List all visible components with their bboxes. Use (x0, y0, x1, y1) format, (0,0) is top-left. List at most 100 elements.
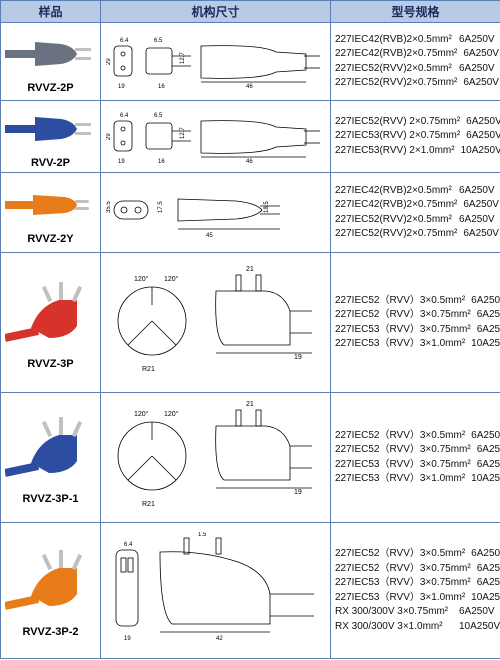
plug-photo-icon (5, 276, 97, 354)
spec-line: 227IEC42(RVB)2×0.5mm²6A250V (335, 184, 496, 199)
spec-rating: 6A250V (457, 77, 499, 88)
spec-rating: 6A250V (460, 116, 500, 127)
spec-rating: 10A250V (465, 592, 500, 603)
spec-line: 227IEC52(RVV) 2×0.75mm²6A250V (335, 115, 496, 130)
spec-line: 227IEC52(RVV)2×0.5mm²6A250V (335, 213, 496, 228)
spec-cell: 227IEC52（RVV）3×0.5mm²6A250V227IEC52（RVV）… (331, 393, 500, 523)
svg-text:45: 45 (206, 233, 213, 239)
svg-text:1.5: 1.5 (198, 532, 207, 538)
spec-line: 227IEC52（RVV）3×0.75mm²6A250V (335, 443, 496, 458)
spec-cell: 227IEC52（RVV）3×0.5mm²6A250V227IEC52（RVV）… (331, 253, 500, 393)
spec-text: 227IEC52（RVV）3×0.75mm² (335, 562, 471, 577)
spec-text: 227IEC42(RVB)2×0.75mm² (335, 198, 457, 213)
svg-text:46: 46 (246, 159, 253, 165)
plug-photo-icon (5, 181, 97, 229)
spec-line: 227IEC53（RVV）3×1.0mm²10A250V (335, 591, 496, 606)
spec-text: 227IEC52（RVV）3×0.5mm² (335, 547, 465, 562)
sample-cell: RVVZ-2P (1, 23, 101, 101)
svg-text:16: 16 (158, 84, 165, 90)
svg-text:120°: 120° (134, 410, 149, 418)
spec-text: 227IEC53（RVV）3×0.75mm² (335, 323, 471, 338)
spec-line: RX 300/300V 3×0.75mm²6A250V (335, 605, 496, 620)
svg-text:6.5: 6.5 (154, 113, 163, 119)
sample-cell: RVVZ-3P-2 (1, 523, 101, 659)
sample-label: RVV-2P (5, 157, 96, 169)
spec-text: 227IEC52(RVV) 2×0.75mm² (335, 115, 460, 130)
spec-line: 227IEC52（RVV）3×0.5mm²6A250V (335, 547, 496, 562)
spec-cell: 227IEC52（RVV）3×0.5mm²6A250V227IEC52（RVV）… (331, 523, 500, 659)
table-row: RVVZ-2P 29 6.4 19 6.5 16 12.7 46 227IEC4… (1, 23, 500, 101)
dimension-cell: 120° 120° R21 21 19 (101, 393, 331, 523)
spec-text: 227IEC52(RVV)2×0.5mm² (335, 62, 453, 77)
spec-rating: 6A250V (471, 563, 500, 574)
spec-cell: 227IEC42(RVB)2×0.5mm²6A250V227IEC42(RVB)… (331, 23, 500, 101)
svg-text:17.5: 17.5 (158, 200, 164, 212)
spec-table: 样品 机构尺寸 型号规格 RVVZ-2P 29 6.4 19 6.5 16 12… (0, 0, 500, 659)
sample-cell: RVV-2P (1, 101, 101, 173)
svg-text:6.4: 6.4 (120, 38, 129, 44)
svg-text:120°: 120° (164, 410, 179, 418)
spec-line: 227IEC53(RVV) 2×0.75mm²6A250V (335, 129, 496, 144)
table-row: RVVZ-2Y 35.5 17.5 18.5 45 227IEC42(RVB)2… (1, 173, 500, 253)
spec-rating: 6A250V (465, 430, 500, 441)
spec-line: 227IEC52（RVV）3×0.5mm²6A250V (335, 294, 496, 309)
spec-line: 227IEC53(RVV) 2×1.0mm²10A250V (335, 144, 496, 159)
sample-cell: RVVZ-3P (1, 253, 101, 393)
sample-label: RVVZ-3P-2 (5, 626, 96, 638)
header-sample: 样品 (1, 1, 101, 23)
spec-rating: 6A250V (457, 199, 499, 210)
spec-text: RX 300/300V 3×1.0mm² (335, 620, 453, 635)
dimension-drawing-icon: 29 6.4 19 6.5 16 12.7 46 (106, 30, 326, 94)
spec-line: 227IEC42(RVB)2×0.75mm²6A250V (335, 47, 496, 62)
spec-line: 227IEC53（RVV）3×0.75mm²6A250V (335, 576, 496, 591)
spec-text: RX 300/300V 3×0.75mm² (335, 605, 453, 620)
spec-text: 227IEC52（RVV）3×0.5mm² (335, 429, 465, 444)
spec-line: 227IEC52（RVV）3×0.5mm²6A250V (335, 429, 496, 444)
svg-text:18.5: 18.5 (264, 200, 270, 212)
sample-label: RVVZ-2P (5, 82, 96, 94)
svg-text:19: 19 (118, 84, 125, 90)
spec-line: 227IEC52(RVV)2×0.75mm²6A250V (335, 227, 496, 242)
spec-rating: 6A250V (471, 444, 500, 455)
sample-cell: RVVZ-2Y (1, 173, 101, 253)
spec-rating: 6A250V (453, 63, 495, 74)
spec-text: 227IEC42(RVB)2×0.75mm² (335, 47, 457, 62)
sample-cell: RVVZ-3P-1 (1, 393, 101, 523)
svg-text:19: 19 (118, 159, 125, 165)
dimension-drawing-icon: 29 6.4 19 6.5 16 12.7 46 (106, 105, 326, 169)
spec-line: 227IEC42(RVB)2×0.5mm²6A250V (335, 33, 496, 48)
table-header-row: 样品 机构尺寸 型号规格 (1, 1, 500, 23)
svg-text:6.4: 6.4 (124, 542, 133, 548)
header-spec: 型号规格 (331, 1, 500, 23)
spec-line: 227IEC42(RVB)2×0.75mm²6A250V (335, 198, 496, 213)
svg-text:6.4: 6.4 (120, 113, 129, 119)
spec-text: 227IEC42(RVB)2×0.5mm² (335, 184, 453, 199)
dimension-cell: 29 6.4 19 6.5 16 12.7 46 (101, 101, 331, 173)
dimension-cell: 35.5 17.5 18.5 45 (101, 173, 331, 253)
svg-text:35.5: 35.5 (106, 200, 112, 212)
spec-rating: 6A250V (460, 130, 500, 141)
spec-line: 227IEC53（RVV）3×0.75mm²6A250V (335, 323, 496, 338)
spec-line: 227IEC52(RVV)2×0.75mm²6A250V (335, 76, 496, 91)
spec-line: 227IEC52(RVV)2×0.5mm²6A250V (335, 62, 496, 77)
spec-text: 227IEC53（RVV）3×0.75mm² (335, 576, 471, 591)
table-row: RVVZ-3P-2 6.4 19 1.5 42 227IEC52（RVV）3×0… (1, 523, 500, 659)
spec-rating: 6A250V (453, 34, 495, 45)
dimension-drawing-icon: 35.5 17.5 18.5 45 (106, 181, 326, 245)
spec-rating: 10A250V (455, 145, 500, 156)
table-row: RVVZ-3P 120° 120° R21 21 19 227IEC52（RVV… (1, 253, 500, 393)
spec-text: 227IEC52(RVV)2×0.75mm² (335, 76, 457, 91)
spec-line: 227IEC52（RVV）3×0.75mm²6A250V (335, 562, 496, 577)
svg-text:19: 19 (294, 489, 302, 496)
spec-text: 227IEC53（RVV）3×1.0mm² (335, 472, 465, 487)
dimension-drawing-icon: 6.4 19 1.5 42 (106, 532, 326, 650)
header-dimensions: 机构尺寸 (101, 1, 331, 23)
spec-line: RX 300/300V 3×1.0mm²10A250V (335, 620, 496, 635)
spec-text: 227IEC52(RVV)2×0.75mm² (335, 227, 457, 242)
spec-rating: 6A250V (453, 214, 495, 225)
dimension-cell: 120° 120° R21 21 19 (101, 253, 331, 393)
spec-cell: 227IEC42(RVB)2×0.5mm²6A250V227IEC42(RVB)… (331, 173, 500, 253)
spec-text: 227IEC53(RVV) 2×0.75mm² (335, 129, 460, 144)
spec-text: 227IEC52(RVV)2×0.5mm² (335, 213, 453, 228)
spec-line: 227IEC53（RVV）3×0.75mm²6A250V (335, 458, 496, 473)
